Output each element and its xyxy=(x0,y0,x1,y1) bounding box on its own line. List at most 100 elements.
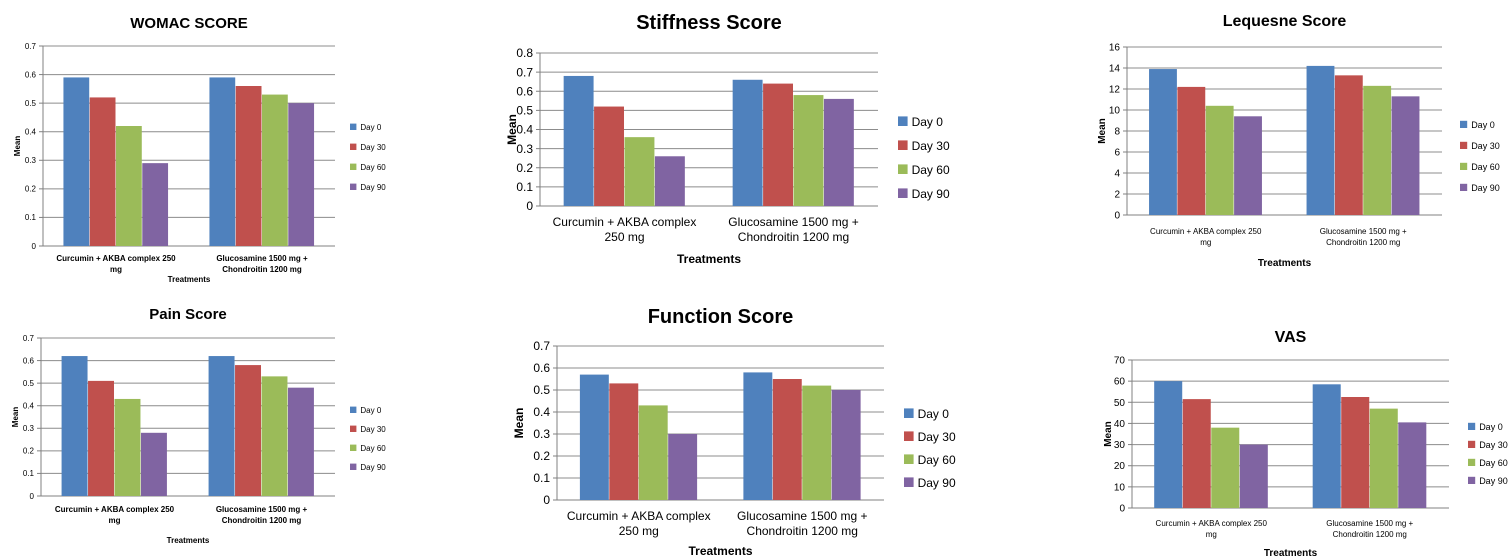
chart-title: Stiffness Score xyxy=(636,12,782,34)
legend-label: Day 90 xyxy=(912,187,950,201)
bar-day-90 xyxy=(823,98,854,206)
y-tick-label: 0.3 xyxy=(25,156,37,165)
category-label: Chondroitin 1200 mg xyxy=(222,265,302,274)
bar-day-0 xyxy=(1306,65,1335,216)
chart-2: Stiffness Score 0 0.1 0.2 0.3 0.4 0.5 0.6 0.7 0.8… xyxy=(505,12,950,266)
legend-label: Day 60 xyxy=(1479,458,1508,468)
legend-swatch xyxy=(898,164,908,174)
y-tick-label: 0.7 xyxy=(23,334,35,343)
bar-day-60 xyxy=(116,126,142,246)
legend-swatch xyxy=(350,425,357,432)
legend-swatch xyxy=(1460,141,1468,149)
y-tick-label: 0.2 xyxy=(25,185,37,194)
bar-day-0 xyxy=(208,356,235,496)
y-tick-label: 0.2 xyxy=(516,161,533,175)
y-tick-label: 0.4 xyxy=(533,405,550,419)
bar-day-60 xyxy=(114,398,141,496)
category-label: mg xyxy=(110,265,122,274)
y-tick-label: 0.4 xyxy=(25,128,37,137)
y-tick-label: 0 xyxy=(32,242,37,251)
legend-label: Day 60 xyxy=(360,444,386,453)
legend-swatch xyxy=(1460,162,1468,170)
chart-1: WOMAC SCORE 0 0.1 0.2 0.3 0.4 0.5 0.6 0.7 Mean Cur… xyxy=(13,15,386,284)
chart-title: WOMAC SCORE xyxy=(130,15,248,32)
y-tick-label: 10 xyxy=(1114,482,1126,493)
y-tick-label: 0.8 xyxy=(516,46,533,60)
y-tick-label: 0 xyxy=(543,493,550,507)
bar-day-0 xyxy=(579,374,609,500)
chart-title: VAS xyxy=(1275,329,1307,346)
category-label: 250 mg xyxy=(619,524,659,538)
legend-label: Day 30 xyxy=(360,143,386,152)
y-tick-label: 0.6 xyxy=(516,84,533,98)
category-label: mg xyxy=(109,516,121,525)
bar-day-30 xyxy=(88,380,114,496)
legend-swatch xyxy=(350,143,357,150)
legend-label: Day 30 xyxy=(1471,141,1500,151)
legend-label: Day 90 xyxy=(360,183,386,192)
bar-day-60 xyxy=(638,405,668,500)
category-label: mg xyxy=(1200,238,1211,247)
legend-label: Day 0 xyxy=(1479,422,1503,432)
y-tick-label: 0 xyxy=(1114,211,1120,222)
y-axis-label: Mean xyxy=(505,114,519,145)
category-label: Glucosamine 1500 mg + xyxy=(728,215,858,229)
legend-swatch xyxy=(898,188,908,198)
bar-day-30 xyxy=(594,106,624,206)
category-label: Curcumin + AKBA complex 250 xyxy=(55,505,175,514)
x-axis-label: Treatments xyxy=(1264,548,1318,558)
bar-day-30 xyxy=(235,365,261,496)
legend-label: Day 90 xyxy=(360,463,386,472)
x-axis-label: Treatments xyxy=(168,275,211,284)
y-axis-label: Mean xyxy=(11,407,20,428)
category-label: Chondroitin 1200 mg xyxy=(738,230,849,244)
bar-day-30 xyxy=(89,97,116,246)
bar-day-60 xyxy=(802,385,832,500)
legend-swatch xyxy=(898,140,908,150)
y-axis-label: Mean xyxy=(512,408,526,439)
chart-title: Function Score xyxy=(648,306,794,328)
bar-day-90 xyxy=(287,387,314,496)
bar-day-90 xyxy=(831,390,861,500)
y-tick-label: 0.7 xyxy=(25,42,37,51)
category-label: Chondroitin 1200 mg xyxy=(222,516,302,525)
legend-label: Day 60 xyxy=(1471,162,1500,172)
legend-swatch xyxy=(350,444,357,451)
y-tick-label: 0.6 xyxy=(533,361,550,375)
bar-day-90 xyxy=(668,434,698,500)
y-axis-label: Mean xyxy=(1103,421,1114,447)
y-axis-label: Mean xyxy=(1097,118,1108,144)
legend-swatch xyxy=(350,163,357,170)
y-tick-label: 50 xyxy=(1114,398,1126,409)
category-label: Curcumin + AKBA complex 250 xyxy=(1156,519,1268,528)
y-tick-label: 0 xyxy=(1119,504,1125,515)
category-label: Chondroitin 1200 mg xyxy=(747,524,858,538)
bar-day-30 xyxy=(772,379,802,500)
legend-label: Day 0 xyxy=(360,406,381,415)
category-label: Curcumin + AKBA complex xyxy=(553,215,697,229)
y-tick-label: 8 xyxy=(1114,127,1120,138)
category-label: Chondroitin 1200 mg xyxy=(1326,238,1400,247)
bar-day-30 xyxy=(1334,75,1363,215)
legend-swatch xyxy=(898,116,908,126)
legend-swatch xyxy=(350,183,357,190)
category-label: Glucosamine 1500 mg + xyxy=(216,254,308,263)
legend-swatch xyxy=(1468,458,1476,466)
bar-day-0 xyxy=(732,79,763,206)
y-tick-label: 60 xyxy=(1114,377,1126,388)
category-label: mg xyxy=(1206,530,1217,539)
y-tick-label: 0.5 xyxy=(25,99,37,108)
legend-label: Day 0 xyxy=(912,115,944,129)
bar-day-0 xyxy=(563,75,594,206)
y-tick-label: 40 xyxy=(1114,419,1126,430)
bar-day-30 xyxy=(1177,86,1206,216)
legend-label: Day 60 xyxy=(918,453,956,467)
y-tick-label: 0.6 xyxy=(25,70,37,79)
bar-day-90 xyxy=(654,156,685,206)
y-tick-label: 0.4 xyxy=(516,123,533,137)
legend-label: Day 0 xyxy=(918,407,950,421)
bar-day-60 xyxy=(1369,408,1398,508)
chart-5: Function Score 0 0.1 0.2 0.3 0.4 0.5 0.6 0.7 Mean… xyxy=(512,306,956,558)
y-tick-label: 0.3 xyxy=(23,424,35,433)
y-axis-label: Mean xyxy=(13,136,22,157)
